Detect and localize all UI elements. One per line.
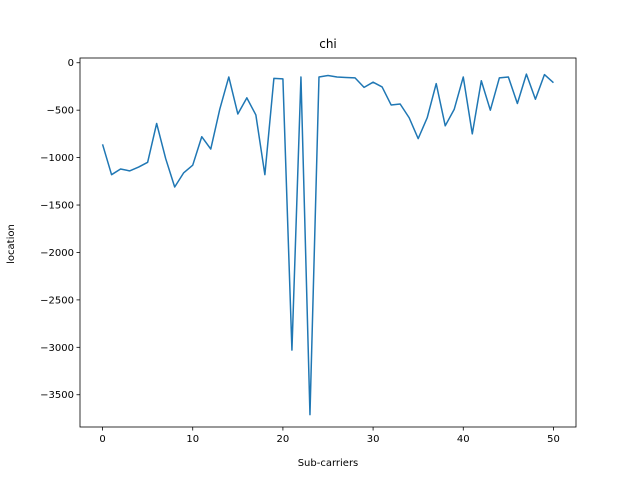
y-tick-label: −2500: [40, 295, 74, 306]
y-axis-ticks: 0 −500 −1000 −1500 −2000 −2500 −3000 −3500: [40, 58, 80, 401]
y-tick-label: 0: [68, 58, 74, 69]
x-tick-label: 0: [99, 434, 105, 445]
x-tick-label: 50: [547, 434, 560, 445]
y-tick-label: −1500: [40, 201, 74, 212]
chart-title: chi: [319, 37, 337, 51]
x-tick-label: 40: [457, 434, 470, 445]
plot-area: [79, 57, 577, 428]
y-tick-label: −2000: [40, 248, 74, 259]
x-tick-label: 30: [367, 434, 380, 445]
x-axis-label: Sub-carriers: [298, 458, 359, 469]
x-axis-ticks: 0 10 20 30 40 50: [99, 427, 560, 445]
y-axis-label: location: [6, 224, 17, 264]
y-tick-label: −3500: [40, 390, 74, 401]
series-line: [101, 73, 554, 416]
series-layer: [101, 73, 554, 416]
axes-frame: [79, 57, 577, 428]
y-tick-label: −1000: [40, 153, 74, 164]
x-tick-label: 20: [277, 434, 290, 445]
y-tick-label: −500: [47, 106, 74, 117]
x-tick-label: 10: [186, 434, 199, 445]
y-tick-label: −3000: [40, 343, 74, 354]
